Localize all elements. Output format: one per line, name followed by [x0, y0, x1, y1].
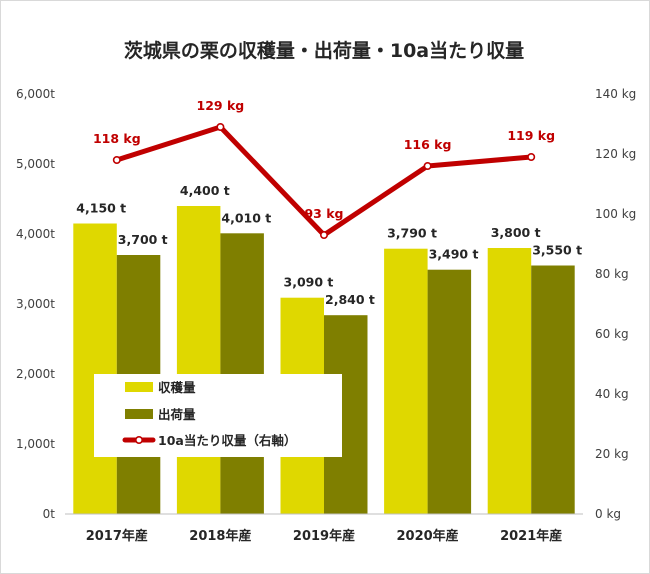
bar-data-label: 4,010 t	[221, 210, 271, 225]
right-tick-label: 100 kg	[595, 207, 636, 221]
bar-data-label: 3,550 t	[532, 243, 582, 258]
line-data-label: 93 kg	[304, 206, 343, 221]
line-point	[112, 156, 121, 165]
line-point	[216, 123, 225, 132]
category-label: 2019年産	[293, 528, 355, 544]
right-axis: 0 kg 20 kg 40 kg 60 kg 80 kg 100 kg 120 kg 140 …	[595, 87, 636, 521]
line-point	[423, 162, 432, 171]
legend-swatch	[125, 382, 153, 392]
bar-data-label: 4,150 t	[76, 201, 126, 216]
line-series: 118 kg 129 kg 93 kg 116 kg 119 kg	[93, 98, 555, 240]
right-tick-label: 80 kg	[595, 267, 629, 281]
x-axis: 2017年産 2018年産 2019年産 2020年産 2021年産	[86, 528, 563, 544]
bar	[531, 265, 575, 514]
category-label: 2017年産	[86, 528, 148, 544]
right-tick-label: 0 kg	[595, 507, 621, 521]
legend-label: 10a当たり収量（右軸）	[158, 433, 296, 448]
left-tick-label: 4,000t	[16, 227, 55, 241]
left-tick-label: 3,000t	[16, 297, 55, 311]
right-tick-label: 120 kg	[595, 147, 636, 161]
right-tick-label: 140 kg	[595, 87, 636, 101]
legend-label: 出荷量	[158, 407, 196, 422]
left-tick-label: 1,000t	[16, 437, 55, 451]
right-tick-label: 60 kg	[595, 327, 629, 341]
left-axis: 0t 1,000t 2,000t 3,000t 4,000t 5,000t 6,000t	[16, 87, 55, 521]
line-data-label: 118 kg	[93, 131, 141, 146]
legend-label: 収穫量	[158, 380, 196, 395]
legend-swatch	[125, 409, 153, 419]
left-tick-label: 6,000t	[16, 87, 55, 101]
line-data-label: 116 kg	[404, 137, 452, 152]
category-label: 2020年産	[397, 528, 459, 544]
line-data-label: 129 kg	[197, 98, 245, 113]
line-data-label: 119 kg	[507, 128, 555, 143]
bar-data-label: 3,090 t	[284, 275, 334, 290]
category-label: 2021年産	[500, 528, 562, 544]
left-tick-label: 5,000t	[16, 157, 55, 171]
bar	[427, 269, 472, 514]
bar	[220, 233, 264, 515]
bar-data-label: 3,700 t	[118, 232, 168, 247]
bar	[487, 248, 532, 514]
bar	[176, 206, 221, 514]
legend-marker	[135, 435, 144, 444]
left-tick-label: 2,000t	[16, 367, 55, 381]
line-point	[319, 231, 328, 240]
chart-title: 茨城県の栗の収穫量・出荷量・10a当たり収量	[124, 39, 524, 62]
bar-data-label: 2,840 t	[325, 292, 375, 307]
bar	[73, 223, 117, 514]
bar-data-label: 3,490 t	[429, 247, 479, 262]
bar-data-label: 3,790 t	[387, 226, 437, 241]
bar-data-label: 4,400 t	[180, 183, 230, 198]
bar-data-label: 3,800 t	[491, 225, 541, 240]
right-tick-label: 20 kg	[595, 447, 629, 461]
bar	[384, 248, 428, 514]
category-label: 2018年産	[189, 528, 251, 544]
right-tick-label: 40 kg	[595, 387, 629, 401]
left-tick-label: 0t	[43, 507, 56, 521]
line-point	[527, 153, 536, 162]
